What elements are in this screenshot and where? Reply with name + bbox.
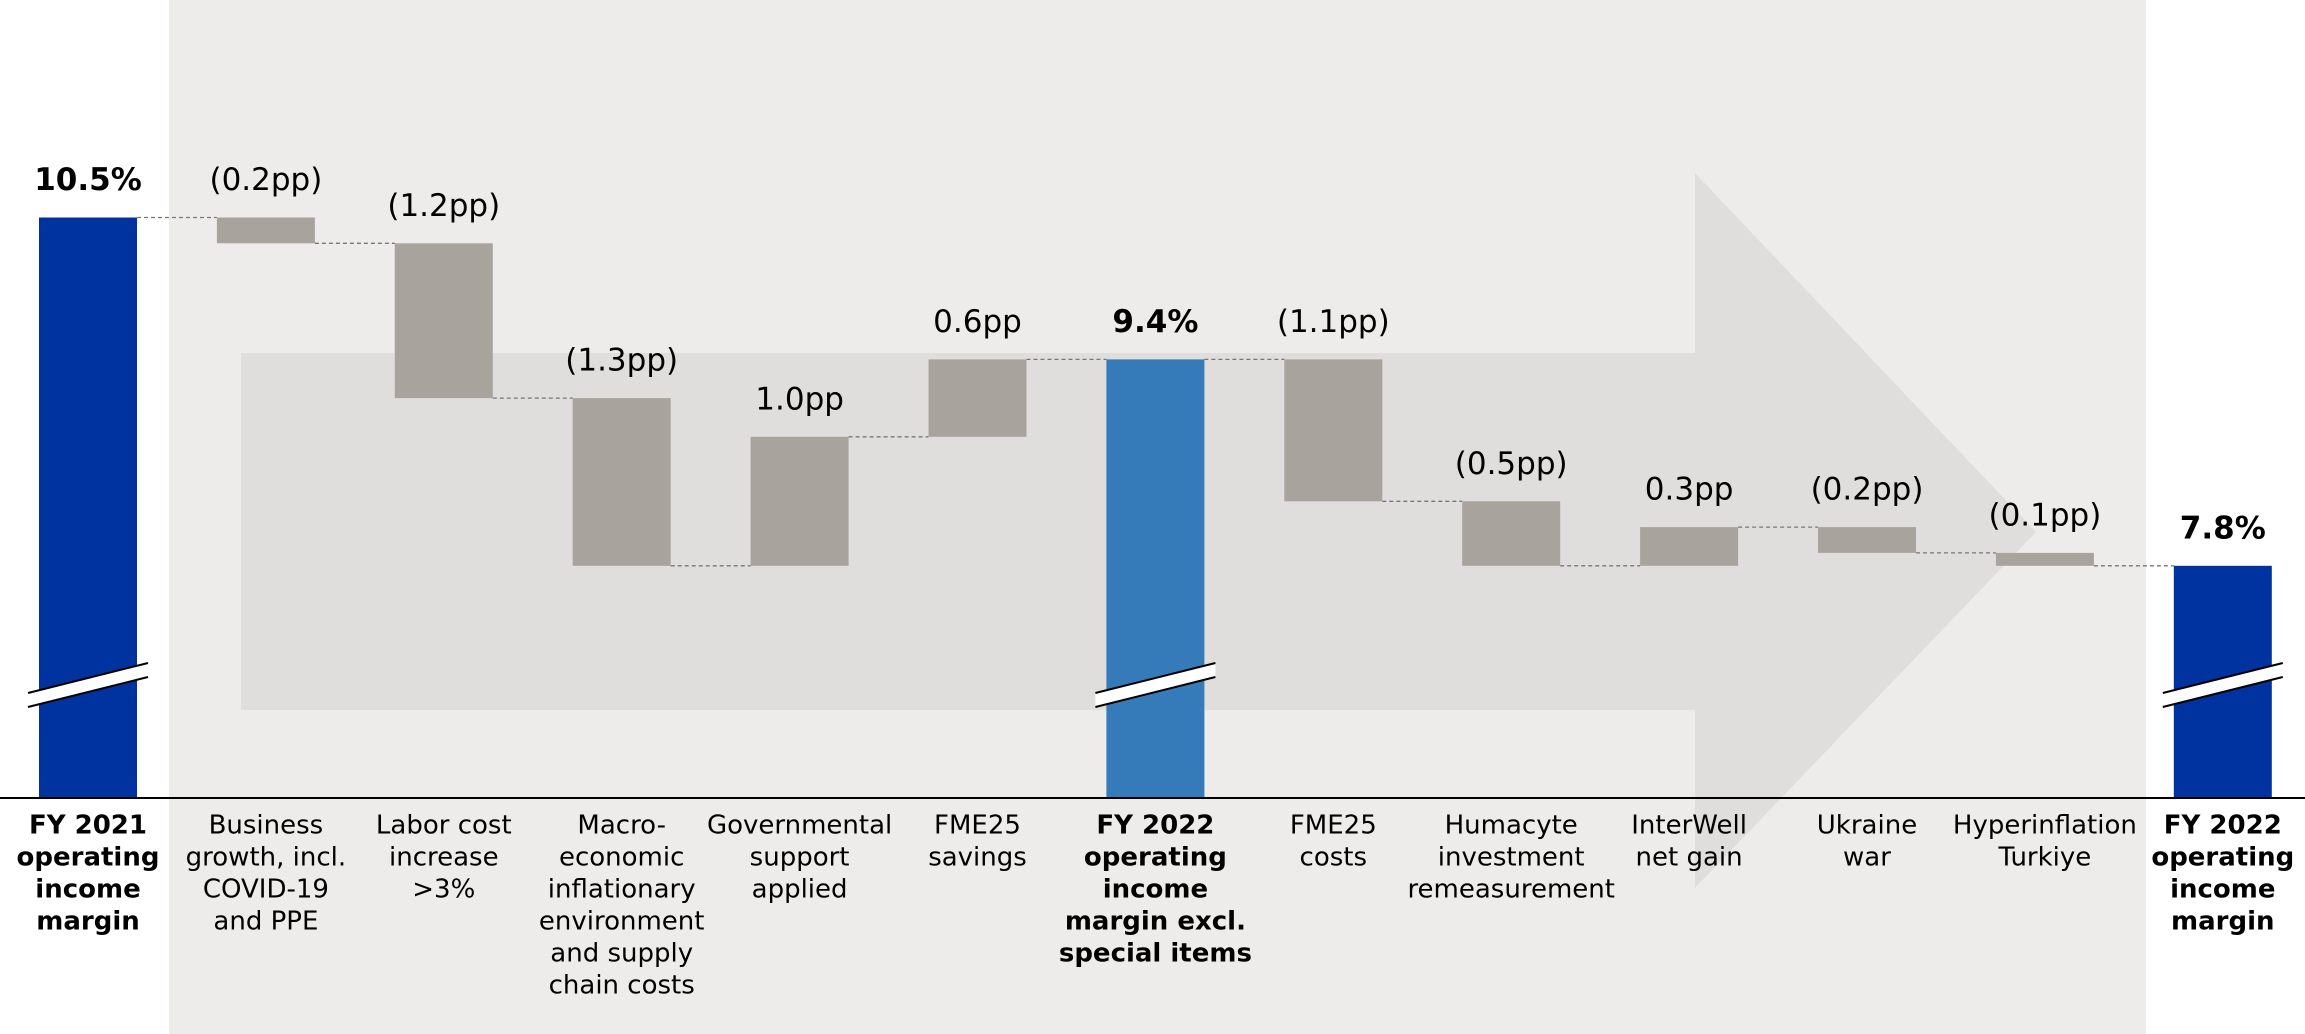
category-label: >3% (412, 875, 475, 905)
bar (1818, 527, 1916, 553)
category-label: Turkiye (1998, 843, 2092, 873)
axis-break-edge (27, 662, 149, 694)
category-label: costs (1300, 843, 1368, 873)
category-label: margin (2171, 907, 2275, 937)
bar (1995, 552, 2094, 566)
axis-break-edge (27, 676, 149, 708)
category-label: Ukraine (1817, 811, 1917, 841)
category-label: Governmental (707, 811, 892, 841)
value-label: 10.5% (34, 162, 142, 198)
category-label: inflationary (548, 875, 696, 905)
value-label: (0.2pp) (209, 162, 322, 198)
category-label: applied (752, 875, 848, 905)
bar (1462, 501, 1561, 566)
value-label: 0.3pp (1645, 472, 1734, 508)
category-label: operating (17, 843, 160, 873)
category-label: Labor cost (376, 811, 512, 841)
bar (1640, 527, 1739, 566)
value-label: (0.2pp) (1811, 472, 1924, 508)
bar (39, 217, 137, 798)
category-label: FY 2022 (2164, 811, 2282, 841)
axis-break (2162, 663, 2283, 707)
value-label: 0.6pp (933, 304, 1022, 340)
axis-break (28, 663, 148, 707)
category-label: margin excl. (1065, 907, 1246, 937)
category-label: investment (1438, 843, 1585, 873)
category-label: and supply (550, 939, 693, 969)
value-label: 9.4% (1112, 304, 1198, 340)
category-label: chain costs (549, 971, 695, 1001)
axis-break-edge (1095, 662, 1216, 694)
category-label: environment (539, 907, 705, 937)
axis-break-edge (2162, 676, 2284, 708)
category-label: FY 2022 (1096, 811, 1214, 841)
category-label: Humacyte (1445, 811, 1578, 841)
category-label: operating (1084, 843, 1227, 873)
bar (1106, 359, 1205, 798)
axis-break (1095, 663, 1216, 707)
category-label: income (35, 875, 140, 905)
plot: 10.5% (0.2pp) (1.2pp) (1.3pp) 1.0pp 0.6pp 9.4%… (27, 162, 2284, 798)
category-label: income (2170, 875, 2275, 905)
bar (928, 359, 1027, 437)
axis-break-edge (2162, 662, 2284, 694)
bar (216, 217, 315, 244)
bar (394, 243, 493, 399)
category-label: Hyperinflation (1953, 811, 2137, 841)
bar (1284, 359, 1383, 502)
category-label: Business (209, 811, 324, 841)
value-label: (0.5pp) (1455, 446, 1568, 482)
category-label: income (1103, 875, 1208, 905)
category-label: savings (928, 843, 1027, 873)
value-label: (1.3pp) (565, 343, 678, 379)
category-label: special items (1059, 939, 1252, 969)
category-label: support (750, 843, 850, 873)
axis-break-edge (1095, 676, 1216, 708)
category-label: war (1843, 843, 1891, 873)
category-label: COVID-19 (203, 875, 329, 905)
value-label: (1.1pp) (1277, 304, 1390, 340)
value-label: (1.2pp) (387, 188, 500, 224)
category-label: growth, incl. (186, 843, 346, 873)
value-label: 7.8% (2180, 510, 2266, 546)
category-label: economic (559, 843, 684, 873)
category-label: Macro- (577, 811, 666, 841)
category-label: and PPE (213, 907, 318, 937)
category-label: net gain (1636, 843, 1743, 873)
value-label: (0.1pp) (1988, 497, 2101, 533)
category-label: increase (389, 843, 499, 873)
category-label: operating (2151, 843, 2294, 873)
category-label: margin (36, 907, 140, 937)
category-label: FME25 (934, 811, 1021, 841)
bar (750, 436, 849, 566)
bar (572, 398, 671, 566)
category-label: FY 2021 (29, 811, 147, 841)
category-label: InterWell (1631, 811, 1747, 841)
value-label: 1.0pp (755, 381, 844, 417)
category-label: remeasurement (1407, 875, 1615, 905)
category-label: FME25 (1290, 811, 1377, 841)
